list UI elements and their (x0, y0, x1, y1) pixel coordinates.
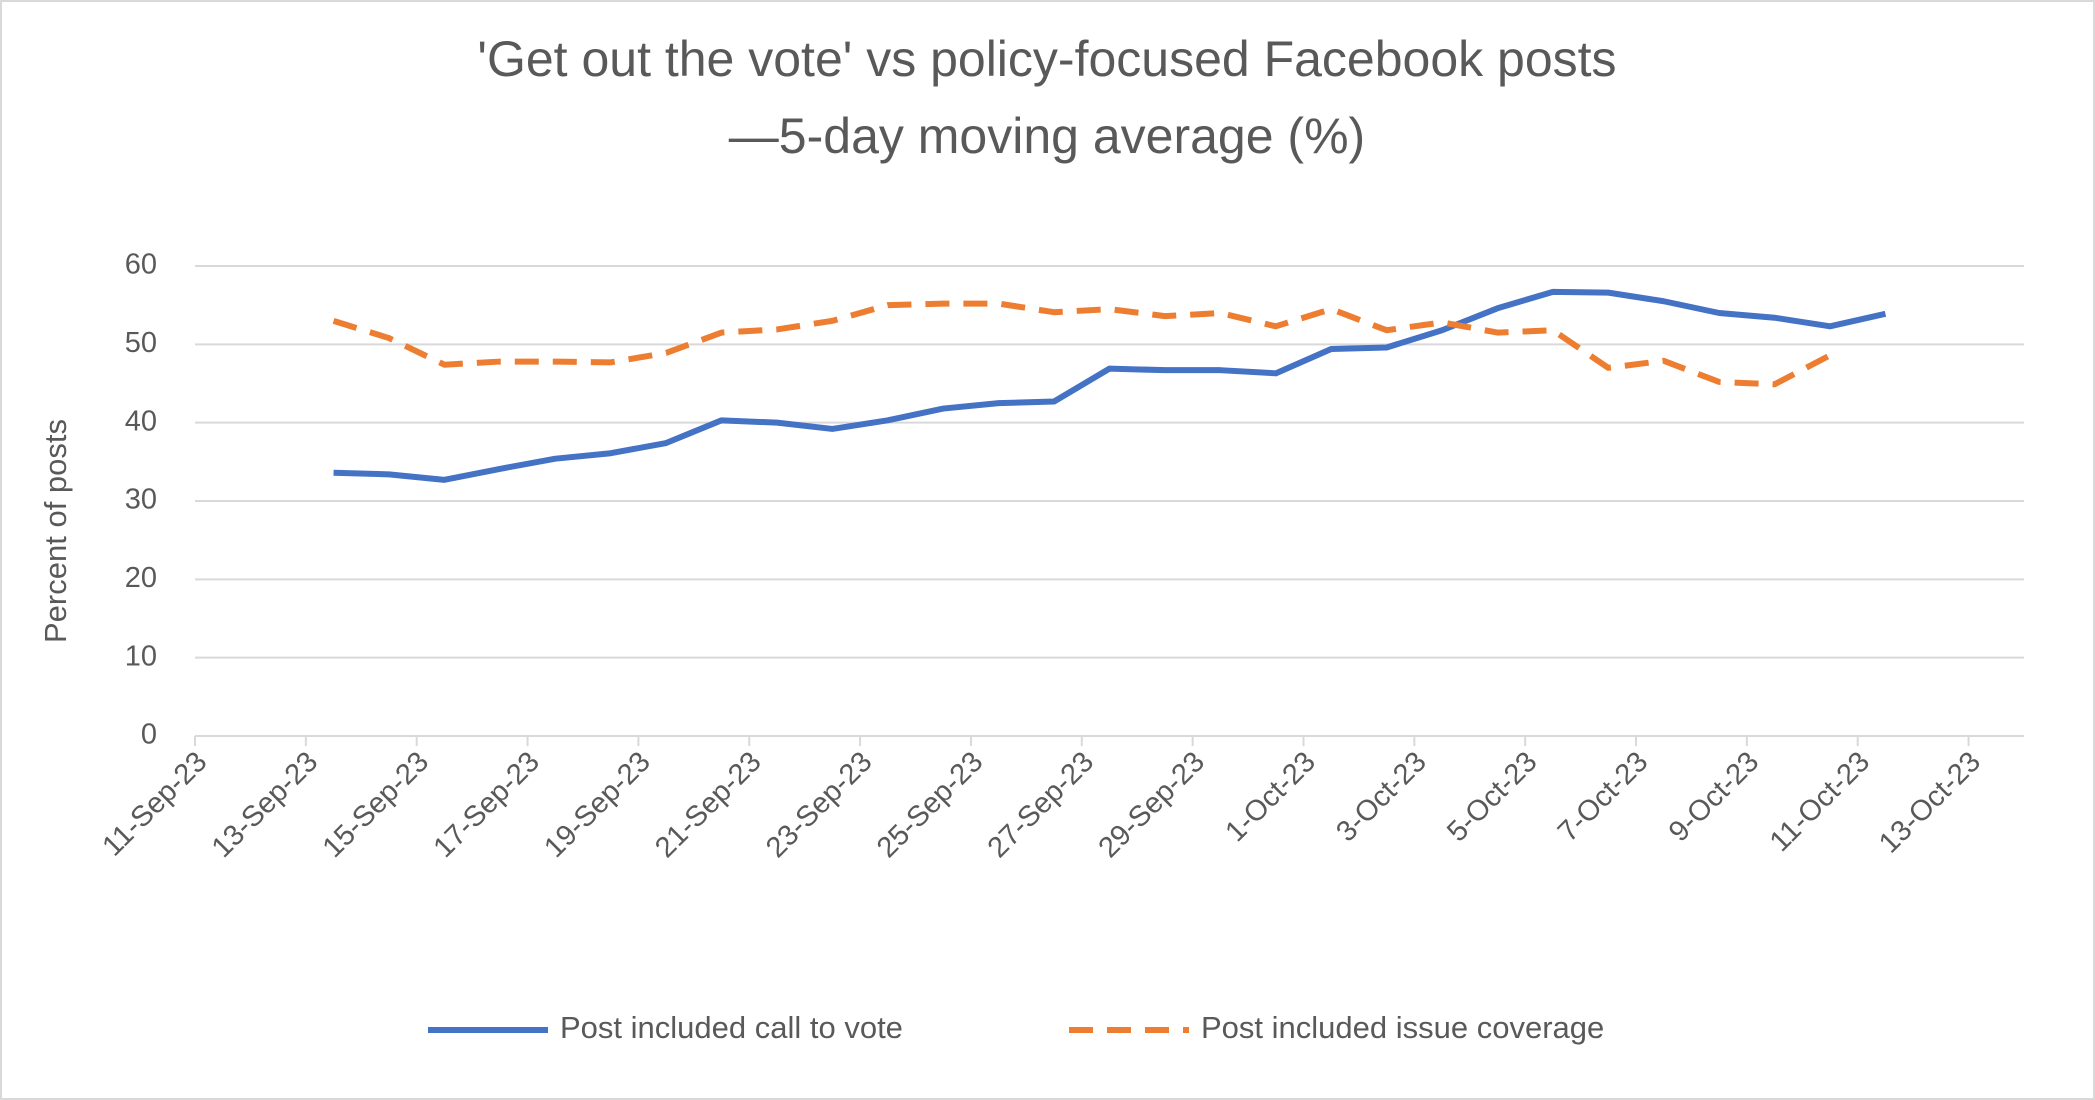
y-tick-label: 50 (125, 327, 157, 359)
y-tick-label: 30 (125, 484, 157, 516)
legend-label: Post included call to vote (560, 1010, 903, 1045)
legend-label: Post included issue coverage (1201, 1010, 1604, 1045)
y-tick-label: 20 (125, 562, 157, 594)
series-line (332, 300, 1832, 388)
y-tick-label: 40 (125, 405, 157, 437)
y-axis-title: Percent of posts (38, 419, 73, 643)
y-tick-label: 60 (125, 249, 157, 281)
series-line (333, 288, 1887, 483)
y-tick-label: 0 (141, 719, 157, 751)
chart-title: 'Get out the vote' vs policy-focused Fac… (477, 31, 1616, 87)
y-tick-label: 10 (125, 640, 157, 672)
chart-title: —5-day moving average (%) (729, 108, 1365, 164)
